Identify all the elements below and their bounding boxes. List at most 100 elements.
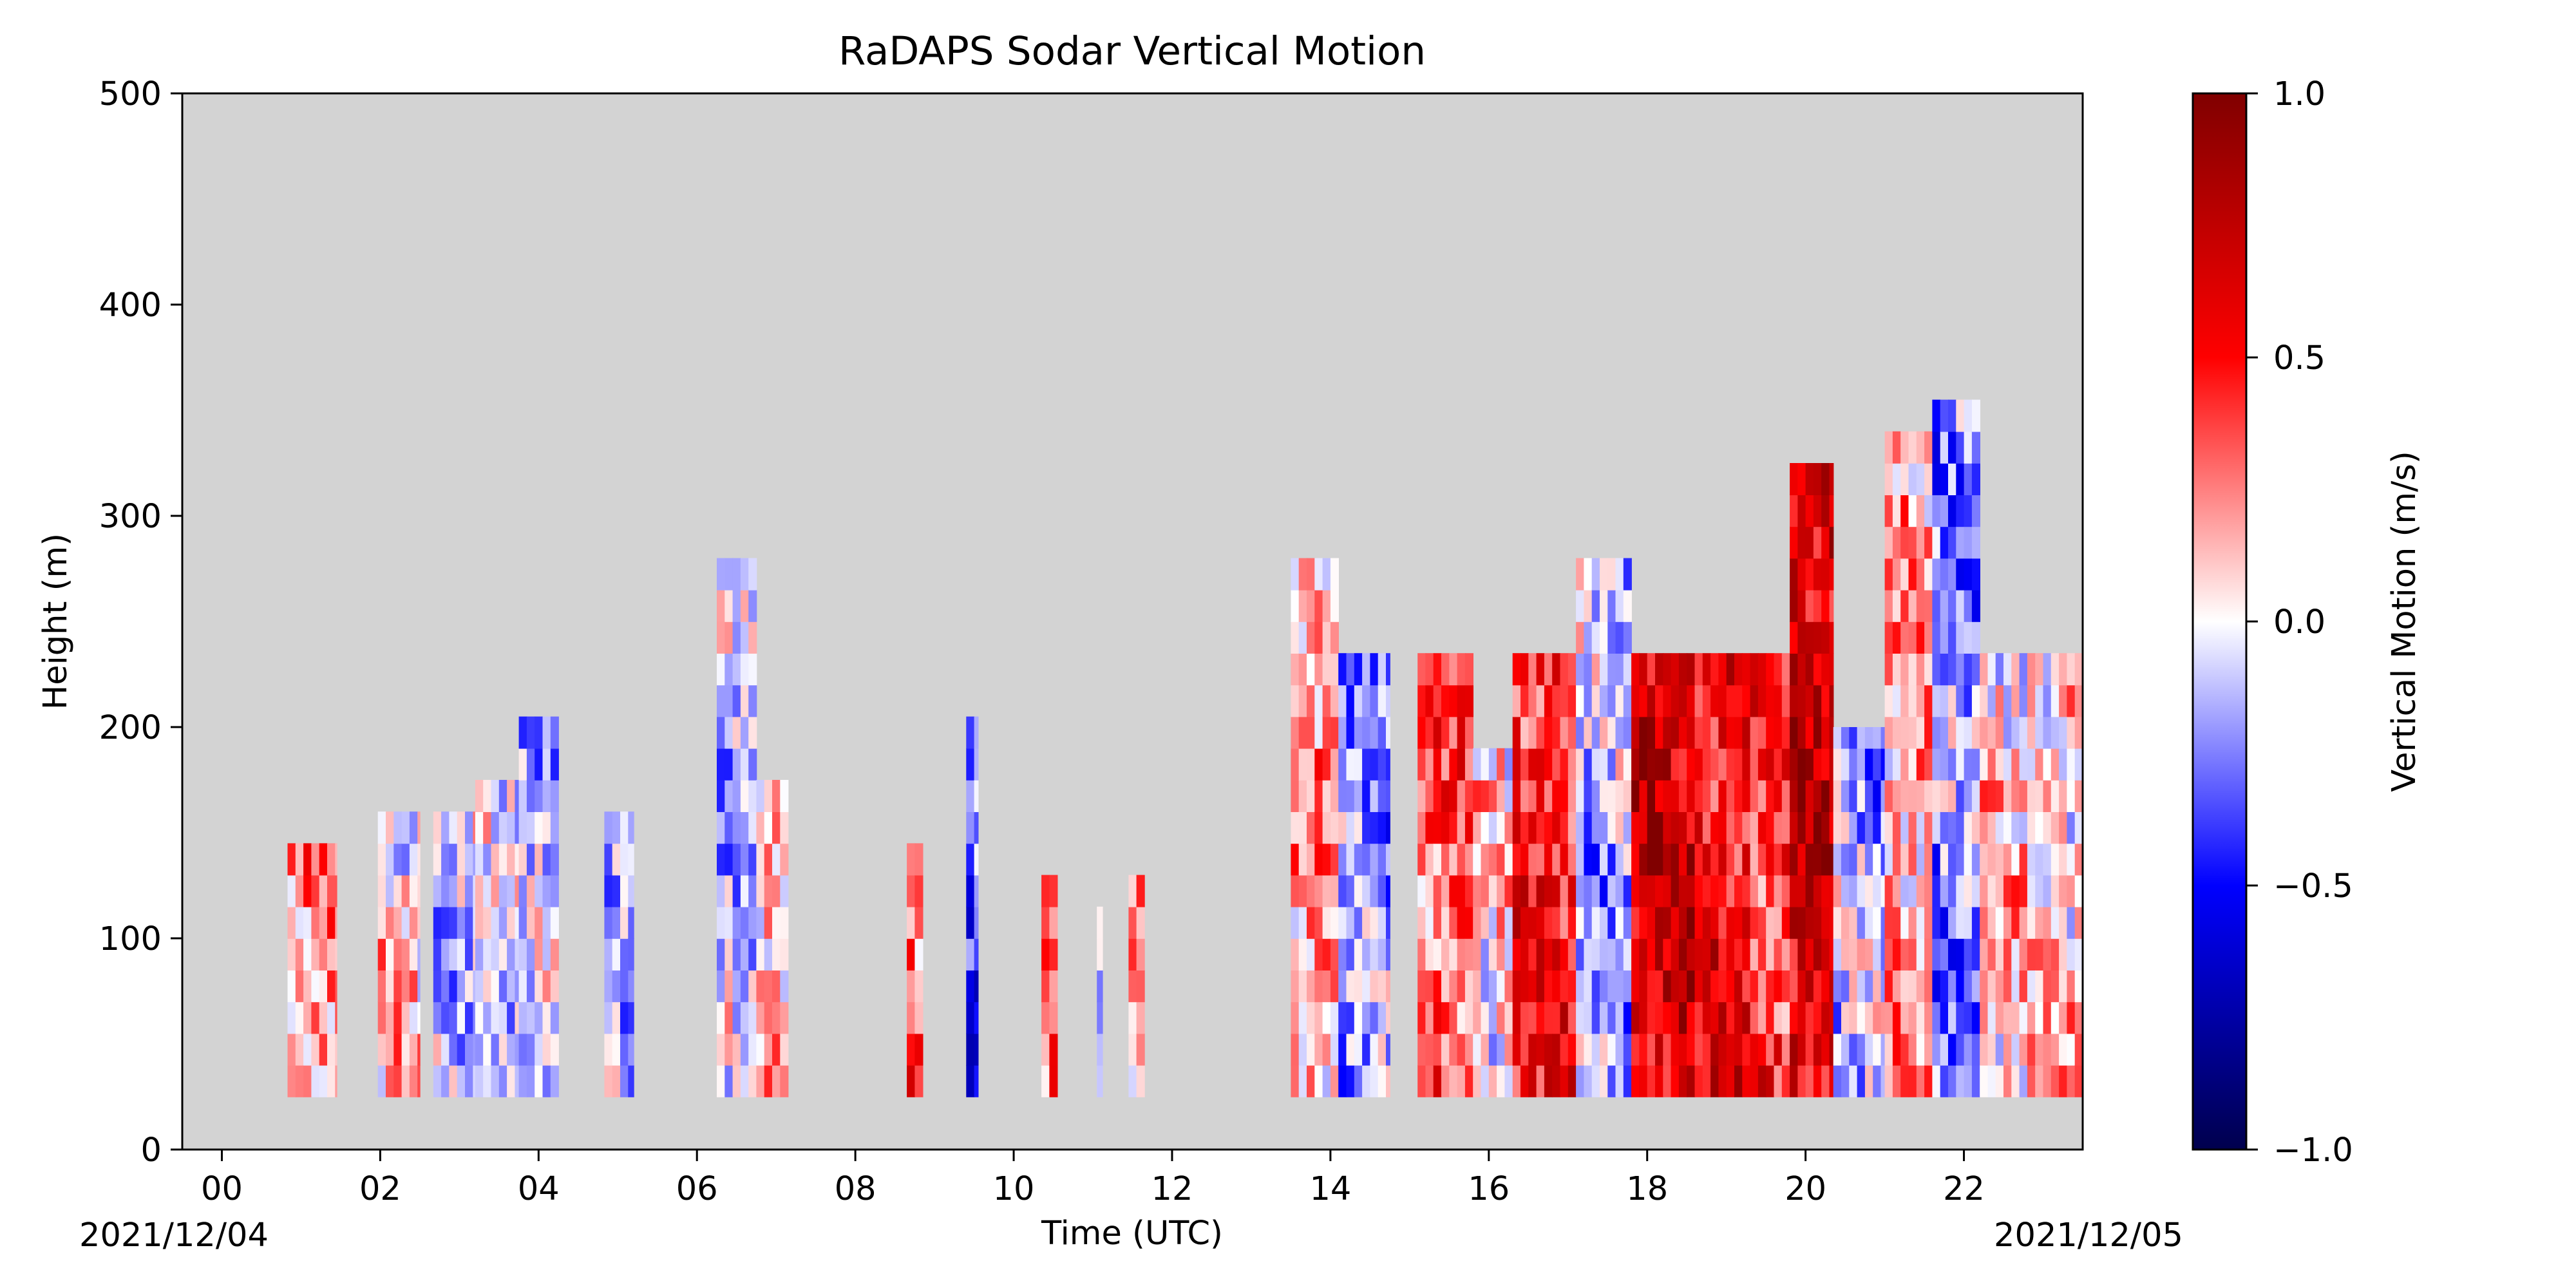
heatmap-cell [1964, 811, 1973, 844]
heatmap-cell [620, 970, 629, 1003]
heatmap-cell [748, 653, 757, 686]
heatmap-cell [1829, 780, 1834, 812]
heatmap-cell [1790, 621, 1799, 654]
heatmap-cell [498, 1001, 507, 1034]
heatmap-cell [1916, 875, 1925, 907]
heatmap-cell [1607, 970, 1616, 1003]
heatmap-cell [1892, 1001, 1901, 1034]
heatmap-cell [1710, 780, 1719, 812]
heatmap-cell [1841, 970, 1850, 1003]
heatmap-cell [1726, 843, 1735, 876]
heatmap-cell [1552, 875, 1561, 907]
heatmap-cell [1615, 653, 1624, 686]
heatmap-cell [1742, 716, 1751, 749]
heatmap-cell [483, 938, 492, 971]
heatmap-cell [1536, 875, 1545, 907]
heatmap-cell [1813, 906, 1822, 939]
heatmap-cell [2050, 843, 2060, 876]
heatmap-cell [974, 1001, 979, 1034]
heatmap-cell [1307, 589, 1316, 622]
heatmap-cell [311, 843, 320, 876]
heatmap-cell [498, 906, 507, 939]
heatmap-cell [1987, 716, 1996, 749]
heatmap-cell [2059, 938, 2068, 971]
heatmap-cell [386, 906, 395, 939]
heatmap-cell [1441, 653, 1450, 686]
heatmap-cell [1813, 621, 1822, 654]
heatmap-cell [1726, 1033, 1735, 1066]
heatmap-cell [1971, 1001, 1980, 1034]
heatmap-cell [1544, 1033, 1553, 1066]
heatmap-cell [1417, 685, 1426, 717]
heatmap-cell [1880, 1033, 1886, 1066]
heatmap-cell [1567, 970, 1577, 1003]
heatmap-cell [1884, 875, 1893, 907]
heatmap-cell [966, 780, 975, 812]
heatmap-cell [1600, 906, 1609, 939]
heatmap-cell [550, 811, 559, 844]
heatmap-cell [515, 970, 520, 1003]
heatmap-cell [740, 970, 749, 1003]
heatmap-cell [473, 843, 476, 876]
date-start-label: 2021/12/04 [79, 1217, 269, 1255]
heatmap-cell [1497, 875, 1506, 907]
heatmap-cell [2050, 1033, 2060, 1066]
heatmap-cell [1987, 970, 1996, 1003]
heatmap-cell [550, 875, 559, 907]
heatmap-cell [732, 843, 741, 876]
heatmap-cell [491, 1065, 500, 1097]
heatmap-cell [1900, 621, 1909, 654]
heatmap-cell [1995, 1033, 2004, 1066]
heatmap-cell [1607, 589, 1616, 622]
heatmap-cell [1864, 970, 1873, 1003]
heatmap-cell [732, 970, 741, 1003]
heatmap-cell [507, 1033, 516, 1066]
heatmap-cell [1291, 716, 1300, 749]
heatmap-cell [1742, 906, 1751, 939]
heatmap-cell [1330, 589, 1339, 622]
heatmap-cell [1584, 906, 1593, 939]
heatmap-cell [1900, 811, 1909, 844]
heatmap-cell [1591, 938, 1600, 971]
heatmap-cell [732, 558, 741, 591]
heatmap-cell [1488, 748, 1497, 781]
heatmap-cell [756, 811, 765, 844]
heatmap-cell [1378, 875, 1387, 907]
heatmap-cell [732, 1065, 741, 1097]
heatmap-cell [465, 843, 474, 876]
heatmap-cell [1687, 748, 1696, 781]
heatmap-cell [1924, 843, 1933, 876]
heatmap-cell [441, 938, 450, 971]
heatmap-cell [1757, 1065, 1766, 1097]
heatmap-cell [1464, 843, 1473, 876]
heatmap-cell [1528, 811, 1537, 844]
heatmap-cell [393, 811, 402, 844]
heatmap-cell [542, 1033, 551, 1066]
heatmap-cell [1441, 685, 1450, 717]
heatmap-cell [515, 875, 520, 907]
heatmap-cell [1322, 621, 1331, 654]
heatmap-cell [612, 1001, 621, 1034]
heatmap-cell [1576, 589, 1585, 622]
heatmap-cell [1386, 748, 1390, 781]
heatmap-cell [417, 1033, 421, 1066]
heatmap-cell [780, 1033, 789, 1066]
heatmap-cell [1567, 906, 1577, 939]
heatmap-cell [966, 938, 975, 971]
heatmap-cell [1576, 1065, 1585, 1097]
heatmap-cell [772, 1033, 781, 1066]
heatmap-cell [518, 748, 527, 781]
heatmap-cell [1884, 748, 1893, 781]
heatmap-cell [1330, 1001, 1339, 1034]
heatmap-cell [311, 875, 320, 907]
heatmap-cell [491, 906, 500, 939]
heatmap-cell [1971, 716, 1980, 749]
heatmap-cell [518, 906, 527, 939]
heatmap-cell [1584, 1065, 1593, 1097]
heatmap-cell [1987, 685, 1996, 717]
heatmap-cell [1833, 970, 1842, 1003]
heatmap-cell [740, 716, 749, 749]
heatmap-cell [620, 843, 629, 876]
heatmap-cell [1473, 1033, 1482, 1066]
heatmap-cell [1639, 843, 1648, 876]
